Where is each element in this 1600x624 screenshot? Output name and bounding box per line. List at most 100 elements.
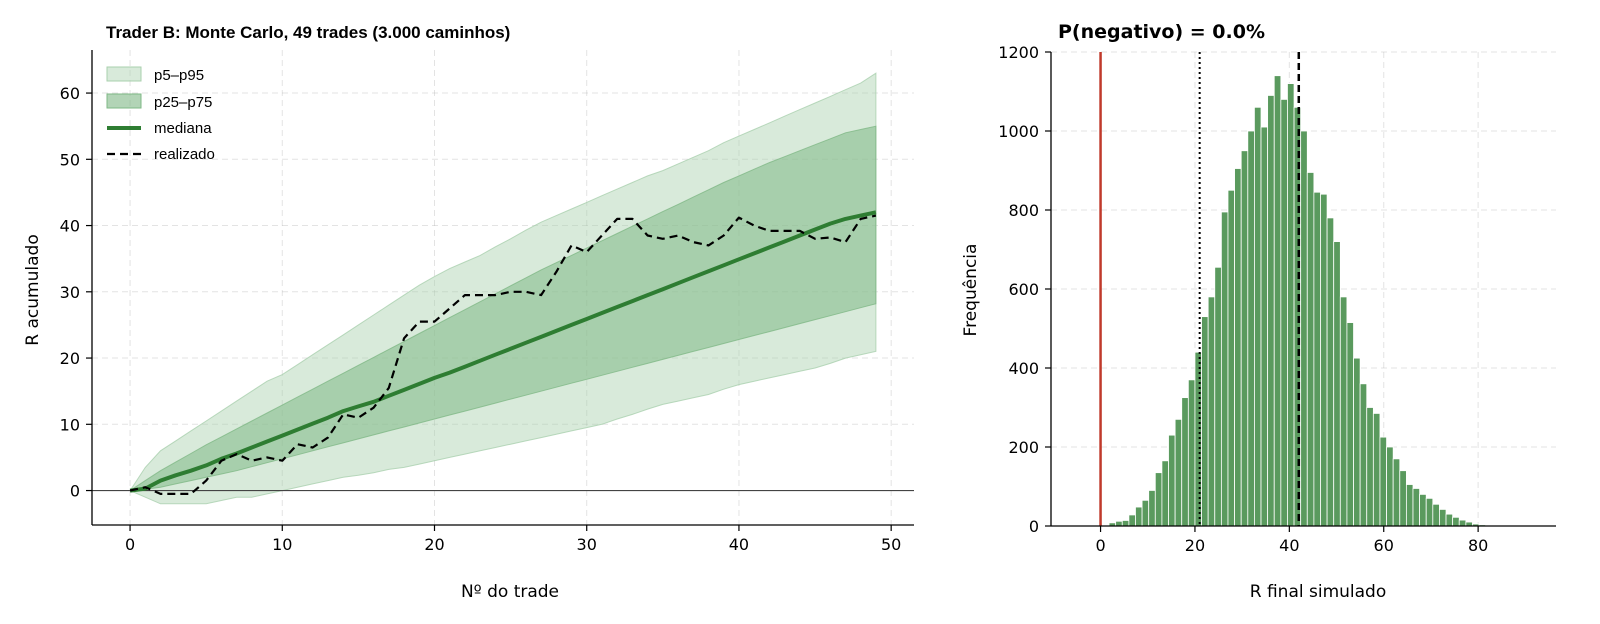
histogram-bar: [1227, 189, 1235, 527]
histogram-bar: [1273, 75, 1282, 527]
left-chart-title: Trader B: Monte Carlo, 49 trades (3.000 …: [106, 23, 510, 42]
histogram-bar: [1432, 503, 1440, 527]
right-chart-title: P(negativo) = 0.0%: [1058, 21, 1265, 43]
histogram-bar: [1445, 513, 1454, 527]
histogram-bar: [1392, 458, 1401, 527]
legend-swatch-p5-p95: [106, 66, 142, 82]
histogram-bar: [1168, 434, 1176, 527]
histogram-bar: [1372, 413, 1381, 527]
histogram-bar: [1135, 506, 1143, 527]
band-p25-p75: [129, 125, 877, 492]
left-x-axis-label: Nº do trade: [461, 582, 559, 602]
x-tick-label: 10: [272, 535, 292, 554]
histogram-bar: [1161, 460, 1169, 527]
x-tick-label: 60: [1374, 536, 1394, 555]
histogram-bar: [1148, 490, 1156, 527]
y-tick-label: 600: [1008, 280, 1039, 299]
left-axes: [91, 50, 914, 526]
histogram-bar: [1425, 497, 1434, 527]
x-tick-label: 20: [424, 535, 444, 554]
histogram-bar: [1399, 470, 1407, 527]
x-tick-label: 40: [1279, 536, 1299, 555]
y-tick-label: 60: [60, 84, 80, 103]
histogram-bar: [1359, 383, 1368, 527]
histogram-bar: [1405, 484, 1414, 527]
histogram-bar: [1458, 519, 1467, 527]
histogram-bar: [1313, 191, 1321, 527]
histogram-bar: [1201, 316, 1209, 527]
histogram-bar: [1141, 499, 1150, 527]
histogram-bar: [1267, 95, 1275, 527]
histogram-bar: [1326, 217, 1335, 527]
left-ticks: 0 10 20 30 40 50 0 10 20 30 40 50 60: [60, 84, 902, 554]
histogram-bar: [1300, 130, 1308, 527]
histogram-bar: [1260, 126, 1269, 527]
histogram-bar: [1181, 397, 1189, 527]
histogram-bar: [1386, 446, 1394, 527]
y-tick-label: 1000: [998, 122, 1039, 141]
median-line: [129, 210, 877, 493]
legend-label-realizado: realizado: [154, 146, 215, 163]
histogram-bar: [1306, 172, 1315, 527]
histogram-bar: [1419, 493, 1427, 527]
histogram-bar: [1320, 193, 1328, 527]
histogram-bar: [1240, 150, 1249, 527]
y-tick-label: 10: [60, 415, 80, 434]
x-tick-label: 40: [729, 535, 749, 554]
histogram-bar: [1207, 296, 1216, 527]
x-tick-label: 80: [1468, 536, 1488, 555]
histogram-bar: [1346, 322, 1354, 527]
legend-label-p25-p75: p25–p75: [154, 94, 212, 111]
legend: p5–p95 p25–p75 mediana realizado: [106, 66, 215, 163]
x-tick-label: 20: [1185, 536, 1205, 555]
x-tick-label: 0: [125, 535, 135, 554]
histogram-bar: [1439, 509, 1447, 527]
x-tick-label: 50: [881, 535, 901, 554]
histogram-bar: [1115, 520, 1123, 527]
y-tick-label: 200: [1008, 438, 1039, 457]
histogram-bar: [1187, 379, 1196, 527]
histogram-bar: [1254, 106, 1262, 527]
histogram-bar: [1234, 168, 1242, 527]
y-tick-label: 50: [60, 150, 80, 169]
histogram-bar: [1412, 488, 1421, 527]
left-y-axis-label: R acumulado: [23, 234, 43, 345]
histogram-bar: [1121, 520, 1130, 527]
y-tick-label: 0: [1029, 517, 1039, 536]
histogram-bar: [1379, 436, 1387, 527]
y-tick-label: 400: [1008, 359, 1039, 378]
histogram-bar: [1154, 472, 1163, 527]
y-tick-label: 800: [1008, 201, 1039, 220]
legend-swatch-p25-p75: [106, 93, 142, 109]
histogram-bar: [1452, 516, 1460, 527]
legend-label-p5-p95: p5–p95: [154, 67, 204, 84]
histogram-bars: [1108, 75, 1500, 527]
histogram-bar: [1333, 241, 1341, 527]
histogram-bar: [1366, 407, 1374, 527]
histogram-bar: [1247, 130, 1255, 527]
x-tick-label: 0: [1095, 536, 1105, 555]
y-tick-label: 20: [60, 349, 80, 368]
y-tick-label: 40: [60, 217, 80, 236]
histogram-bar: [1280, 99, 1288, 527]
reference-lines: [1099, 52, 1301, 526]
x-tick-label: 30: [577, 535, 597, 554]
histogram-bar: [1214, 266, 1222, 527]
right-y-axis-label: Frequência: [961, 244, 981, 337]
y-tick-label: 0: [70, 482, 80, 501]
right-x-axis-label: R final simulado: [1250, 582, 1387, 602]
histogram-bar: [1353, 357, 1361, 527]
histogram-bar: [1128, 514, 1136, 527]
histogram-bar: [1220, 211, 1229, 527]
realized-line: [129, 214, 877, 495]
legend-label-mediana: mediana: [154, 120, 212, 137]
monte-carlo-chart: 0 10 20 30 40 50 0 10 20 30 40 50 60 Trader B: Monte…: [23, 23, 914, 602]
histogram-bar: [1287, 83, 1295, 527]
y-tick-label: 1200: [998, 43, 1039, 62]
y-tick-label: 30: [60, 283, 80, 302]
histogram-bar: [1174, 418, 1183, 527]
histogram-bar: [1339, 296, 1348, 527]
